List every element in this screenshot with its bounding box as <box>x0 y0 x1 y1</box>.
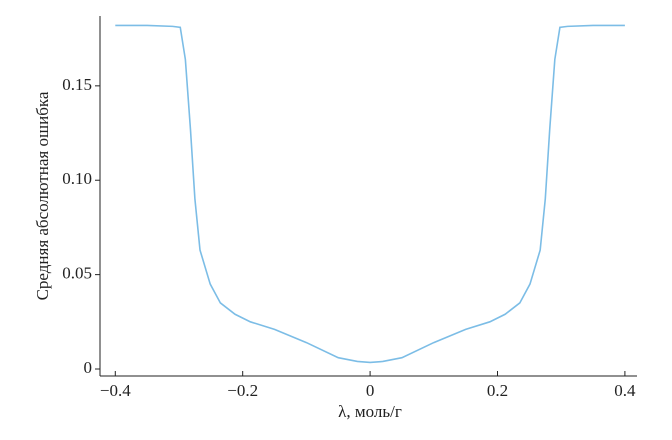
x-tick-label: 0.4 <box>614 381 636 400</box>
x-axis-label: λ, моль/г <box>338 402 402 421</box>
y-tick-label: 0.10 <box>62 169 92 188</box>
x-tick-label: −0.2 <box>227 381 258 400</box>
data-line <box>115 24 625 364</box>
y-axis-label: Средняя абсолютная ошибка <box>33 91 52 300</box>
x-tick-label: 0.2 <box>487 381 508 400</box>
y-tick-label: 0 <box>84 358 93 377</box>
x-tick-label: −0.4 <box>100 381 131 400</box>
y-tick-label: 0.15 <box>62 75 92 94</box>
y-tick-label: 0.05 <box>62 264 92 283</box>
x-tick-label: 0 <box>366 381 375 400</box>
